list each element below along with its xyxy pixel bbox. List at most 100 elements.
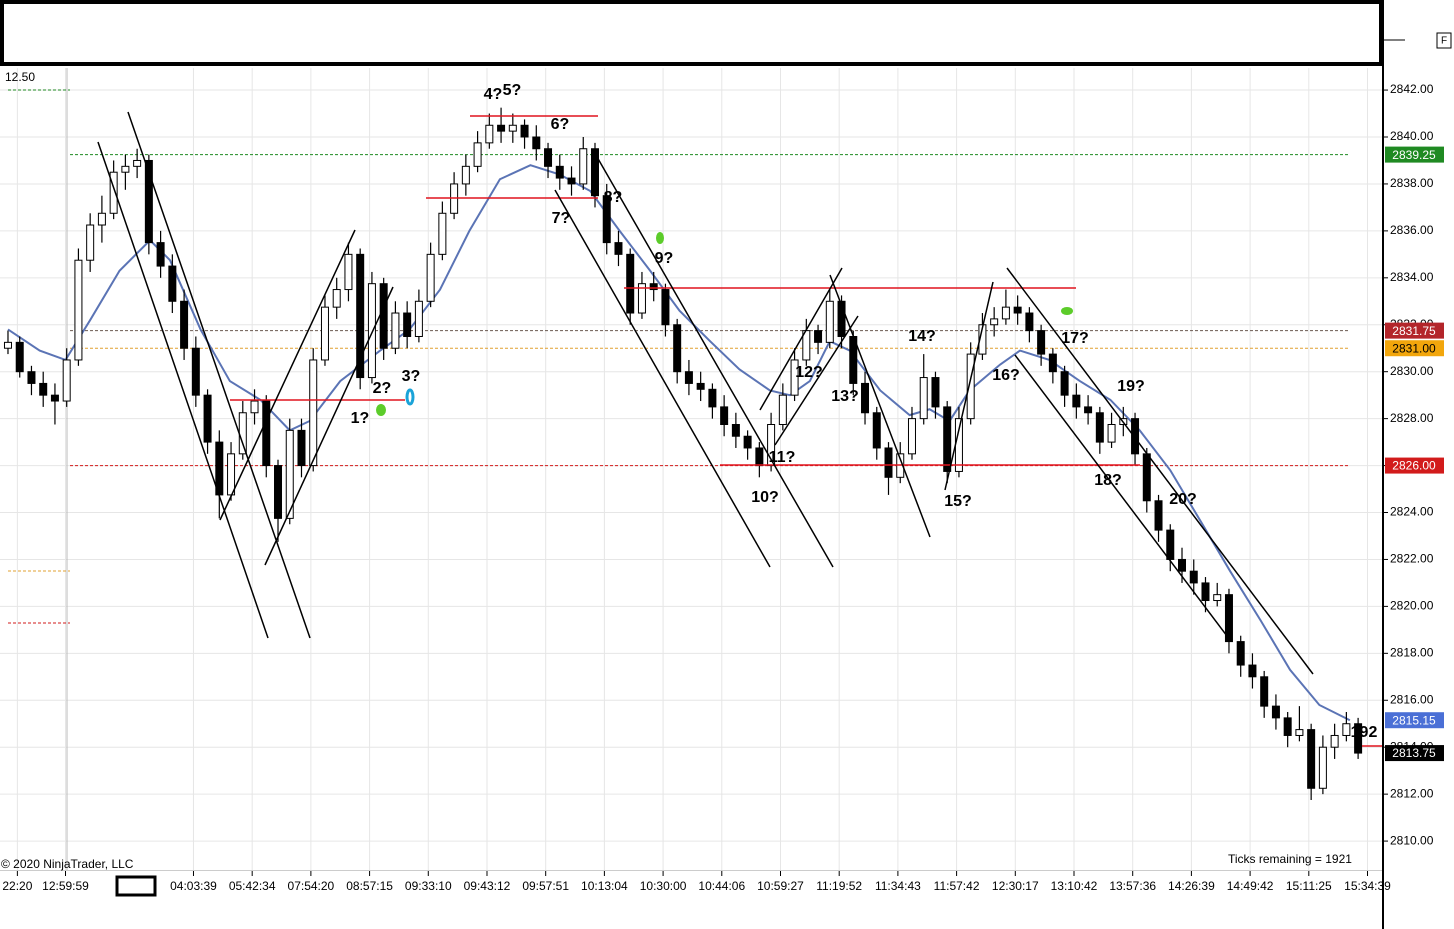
- y-tick-label: 2816.00: [1390, 692, 1434, 706]
- candle-body: [391, 312, 400, 349]
- candle-body: [414, 300, 423, 337]
- candle-body: [156, 242, 165, 267]
- candle-body: [1330, 734, 1339, 748]
- trendlines: [97, 111, 1314, 675]
- candle-body: [825, 300, 834, 343]
- candle-body: [274, 465, 283, 519]
- x-tick-label: 11:57:42: [934, 879, 980, 893]
- annotation: 10?: [751, 489, 779, 506]
- button-label[interactable]: F: [1441, 36, 1447, 47]
- annotation: 19?: [1117, 378, 1145, 395]
- candle-body: [684, 371, 693, 384]
- candle-body: [1060, 371, 1069, 396]
- price-tag: [1385, 457, 1444, 474]
- candle-body: [309, 359, 318, 467]
- candle-body: [931, 377, 940, 408]
- candle-body: [743, 435, 752, 449]
- candles: [3, 107, 1363, 801]
- candle-body: [356, 253, 365, 379]
- dot: [376, 404, 386, 416]
- x-tick-label: 09:43:12: [464, 879, 511, 893]
- candle-body: [755, 447, 764, 467]
- trendline: [264, 286, 394, 566]
- candle-body: [62, 359, 71, 402]
- annotation: 18?: [1094, 472, 1122, 489]
- candle-body: [1025, 312, 1034, 332]
- y-tick-label: 2818.00: [1390, 645, 1434, 659]
- annotation: 9?: [655, 250, 674, 267]
- price-tag: [1385, 322, 1444, 339]
- candle-body: [696, 382, 705, 390]
- candle-body: [50, 394, 59, 402]
- candle-body: [97, 212, 106, 226]
- candle-body: [39, 382, 48, 396]
- annotation: 7?: [552, 210, 571, 227]
- candle-body: [943, 406, 952, 472]
- annotations: 1?2? 3? 4? 5? 6? 7? 8? 9? 10? 11? 12? 13? 14? 15? 16? 1…: [351, 82, 1378, 741]
- x-tick-label: 15:11:25: [1286, 879, 1332, 893]
- candle-body: [1166, 529, 1175, 560]
- candle-body: [262, 400, 271, 467]
- candle-body: [837, 300, 846, 337]
- candle-body: [1131, 418, 1140, 455]
- annotation: 1?: [351, 410, 370, 427]
- candle-body: [731, 424, 740, 437]
- price-tag-label: 2831.75: [1392, 324, 1436, 338]
- markers: [376, 232, 1073, 416]
- x-tick-label: 08:57:15: [346, 879, 393, 893]
- annotation: 15?: [944, 493, 972, 510]
- trendline: [759, 267, 843, 411]
- y-tick-label: 2840.00: [1390, 129, 1434, 143]
- y-tick-label: 2830.00: [1390, 364, 1434, 378]
- candle-body: [990, 318, 999, 326]
- trendline: [219, 229, 356, 521]
- x-tick-label: 13:10:42: [1051, 879, 1098, 893]
- y-tick-label: 2834.00: [1390, 270, 1434, 284]
- candle-body: [1154, 500, 1163, 531]
- candle-body: [473, 142, 482, 167]
- overlay-box: [0, 0, 1383, 66]
- trendline: [592, 149, 834, 568]
- y-tick-label: 2810.00: [1390, 833, 1434, 847]
- candle-body: [461, 165, 470, 185]
- candle-body: [203, 394, 212, 443]
- trendline: [554, 189, 771, 568]
- annotation: 5?: [503, 82, 522, 99]
- price-tag: [1385, 712, 1444, 729]
- button[interactable]: [1436, 32, 1452, 49]
- annotation: 12?: [795, 364, 823, 381]
- status-text: Ticks remaining = 1921: [1228, 852, 1352, 866]
- candle-body: [1307, 729, 1316, 789]
- annotation: 13?: [831, 388, 859, 405]
- x-tick-label: 14:49:42: [1227, 879, 1274, 893]
- candle-body: [497, 124, 506, 132]
- candle-body: [1224, 594, 1233, 643]
- indicator-label: 12.50: [5, 70, 35, 84]
- candle-body: [1271, 705, 1280, 719]
- x-tick-label: 04:03:39: [170, 879, 217, 893]
- candle-body: [344, 253, 353, 291]
- candle-body: [1048, 353, 1057, 373]
- y-tick-label: 2824.00: [1390, 505, 1434, 519]
- candle-body: [191, 347, 200, 396]
- candle-body: [168, 265, 177, 302]
- candle-body: [1260, 676, 1269, 707]
- candle-body: [673, 324, 682, 373]
- candle-body: [297, 429, 306, 467]
- candle-body: [332, 289, 341, 308]
- annotation: 192: [1351, 724, 1378, 741]
- candle-body: [1213, 594, 1222, 602]
- candle-body: [227, 453, 236, 496]
- x-tick-label: 10:44:06: [698, 879, 745, 893]
- candle-body: [872, 412, 881, 449]
- annotation: 16?: [992, 367, 1020, 384]
- moving-average: [7, 164, 1351, 722]
- candle-body: [250, 400, 259, 414]
- x-tick-label: 14:26:39: [1168, 879, 1215, 893]
- candle-body: [86, 224, 95, 261]
- trendline: [829, 274, 931, 538]
- candle-body: [544, 148, 553, 167]
- x-tick-label: 11:34:43: [875, 879, 921, 893]
- candle-body: [626, 253, 635, 314]
- candle-body: [320, 306, 329, 361]
